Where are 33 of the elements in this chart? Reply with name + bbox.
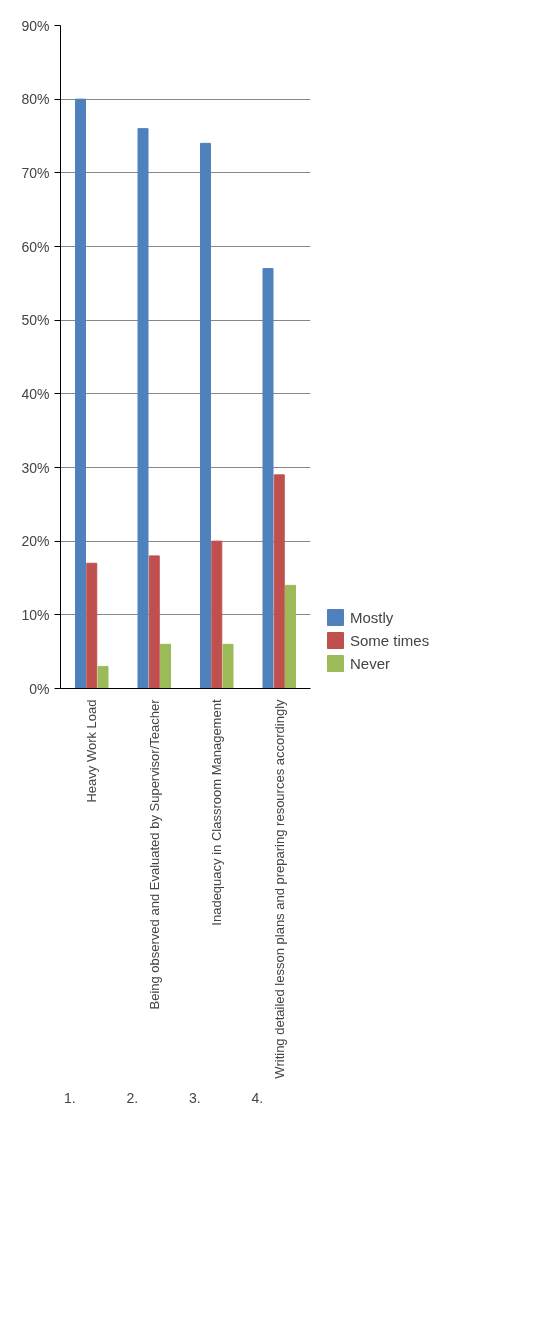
- text: 3.: [189, 1089, 201, 1106]
- y-tick-label: 20%: [21, 533, 50, 550]
- bar: [285, 584, 296, 689]
- legend-label: Some times: [350, 631, 430, 649]
- bar: [222, 643, 234, 689]
- bar: [137, 128, 149, 689]
- y-tick-label: 40%: [21, 385, 50, 402]
- bar: [211, 540, 223, 689]
- legend-label: Mostly: [350, 608, 394, 626]
- x-tick-label: Heavy Work Load: [84, 699, 100, 803]
- y-tick-label: 80%: [21, 91, 50, 108]
- bar: [273, 474, 285, 689]
- text: 1.: [64, 1089, 76, 1106]
- bar: [148, 555, 160, 689]
- y-tick-label: 30%: [21, 459, 50, 476]
- bar: [75, 98, 86, 689]
- bar: [86, 562, 98, 689]
- bar: [97, 665, 109, 689]
- legend-label: Never: [350, 654, 391, 672]
- x-tick-label: Inadequacy in Classroom Management: [209, 699, 225, 926]
- bar: [262, 268, 274, 689]
- text: 2.: [126, 1089, 139, 1106]
- y-tick-label: 0%: [29, 680, 50, 697]
- y-tick-label: 10%: [21, 606, 50, 623]
- text: 4.: [251, 1089, 264, 1106]
- y-tick-label: 60%: [21, 238, 50, 255]
- x-tick-label: Writing detailed lesson plans and preparing resources accordingly: [271, 699, 287, 1079]
- y-tick-label: 70%: [21, 164, 50, 181]
- bar: [200, 142, 211, 689]
- y-tick-label: 50%: [21, 312, 50, 329]
- y-tick-label: 90%: [21, 17, 50, 34]
- x-tick-label: Being observed and Evaluated by Supervisor/Teacher: [146, 698, 162, 1010]
- bar: [160, 643, 171, 689]
